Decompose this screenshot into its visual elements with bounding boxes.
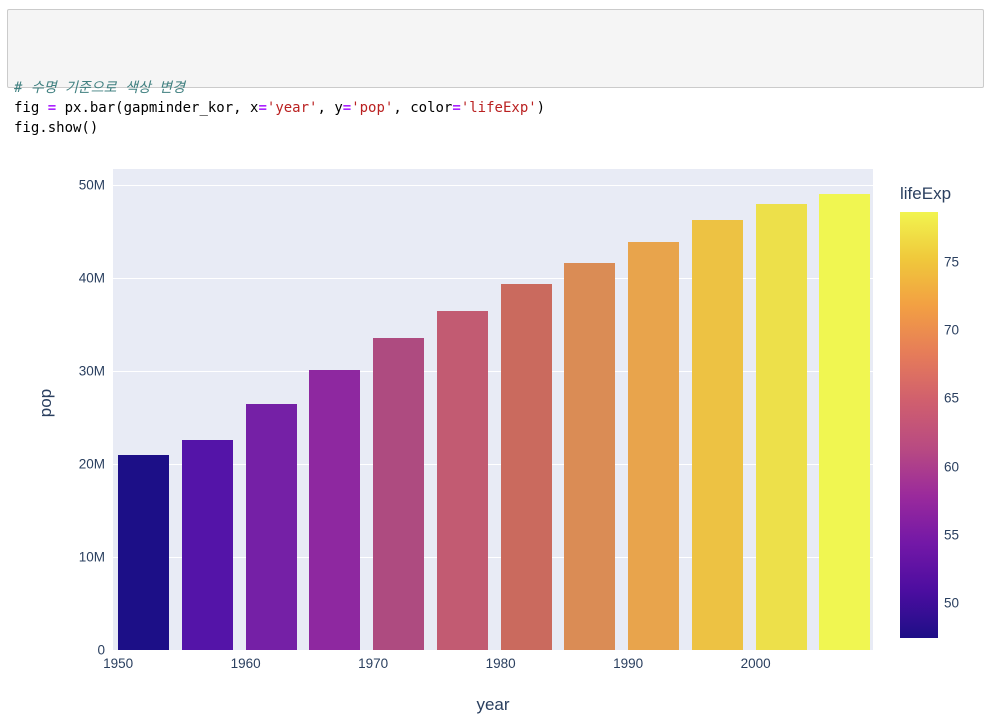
code-token-op: = (258, 100, 267, 116)
gridline-0 (113, 650, 873, 651)
bar-1992[interactable] (628, 242, 680, 650)
y-tick-label-40M: 40M (78, 270, 105, 286)
code-token-op: = (47, 100, 57, 116)
gridline-30M (113, 370, 873, 372)
code-token-str: 'year' (266, 100, 318, 116)
code-token-plain: px.bar(gapminder_kor, x (56, 100, 259, 116)
y-tick-label-50M: 50M (78, 177, 105, 193)
bar-1952[interactable] (118, 455, 170, 650)
y-tick-label-30M: 30M (78, 363, 105, 379)
y-tick-label-0: 0 (97, 642, 105, 658)
code-token-comment: # 수명 기준으로 색상 변경 (14, 80, 185, 96)
x-tick-label-1960: 1960 (230, 656, 261, 671)
bar-2002[interactable] (755, 203, 807, 650)
colorbar-tick-label-50: 50 (944, 595, 960, 611)
code-token-plain: fig (14, 100, 48, 116)
bar-1997[interactable] (691, 220, 743, 650)
bar-1957[interactable] (181, 439, 233, 650)
code-token-str: 'pop' (351, 100, 394, 116)
bar-1982[interactable] (500, 284, 552, 650)
code-token-plain: , color (393, 100, 453, 116)
code-line-1: # 수명 기준으로 색상 변경 (14, 78, 983, 98)
code-token-plain: , y (317, 100, 343, 116)
gridline-40M (113, 277, 873, 279)
code-token-plain: fig.show() (14, 120, 99, 136)
code-token-op: = (452, 100, 461, 116)
colorbar-title: lifeExp (900, 184, 952, 203)
code-token-op: = (342, 100, 352, 116)
colorbar-tick-label-60: 60 (944, 459, 960, 475)
x-tick-label-1970: 1970 (358, 656, 389, 671)
x-tick-label-1950: 1950 (103, 656, 134, 671)
x-tick-label-2000: 2000 (740, 656, 771, 671)
code-token-str: 'lifeExp' (460, 100, 537, 116)
gridline-10M (113, 556, 873, 558)
gridline-50M (113, 184, 873, 186)
code-line-2: fig = px.bar(gapminder_kor, x='year', y=… (14, 98, 983, 118)
bar-1977[interactable] (436, 311, 488, 650)
plot-area (113, 169, 873, 651)
x-axis-title: year (476, 695, 510, 714)
colorbar-tick-label-70: 70 (944, 322, 960, 338)
code-token-plain: ) (536, 100, 546, 116)
colorbar-tick-label-75: 75 (944, 254, 960, 269)
x-tick-label-1990: 1990 (613, 656, 644, 671)
colorbar-tick-label-55: 55 (944, 527, 960, 543)
bar-1987[interactable] (564, 262, 616, 650)
y-tick-label-10M: 10M (78, 549, 105, 565)
x-tick-label-1980: 1980 (485, 656, 516, 671)
colorbar-gradient (900, 212, 938, 638)
y-tick-label-20M: 20M (78, 456, 105, 472)
bar-1962[interactable] (245, 404, 297, 650)
colorbar-tick-label-65: 65 (944, 390, 960, 406)
code-line-3: fig.show() (14, 118, 983, 138)
y-axis-title: pop (36, 388, 55, 418)
bar-1972[interactable] (373, 338, 425, 650)
code-cell[interactable]: # 수명 기준으로 색상 변경 fig = px.bar(gapminder_ko… (7, 9, 984, 136)
gridline-20M (113, 463, 873, 465)
plotly-figure: pop year lifeExp 0 10M 20M 30M 40M 50M 1950 196… (0, 100, 1003, 728)
bar-2007[interactable] (819, 193, 871, 650)
bar-1967[interactable] (309, 369, 361, 650)
